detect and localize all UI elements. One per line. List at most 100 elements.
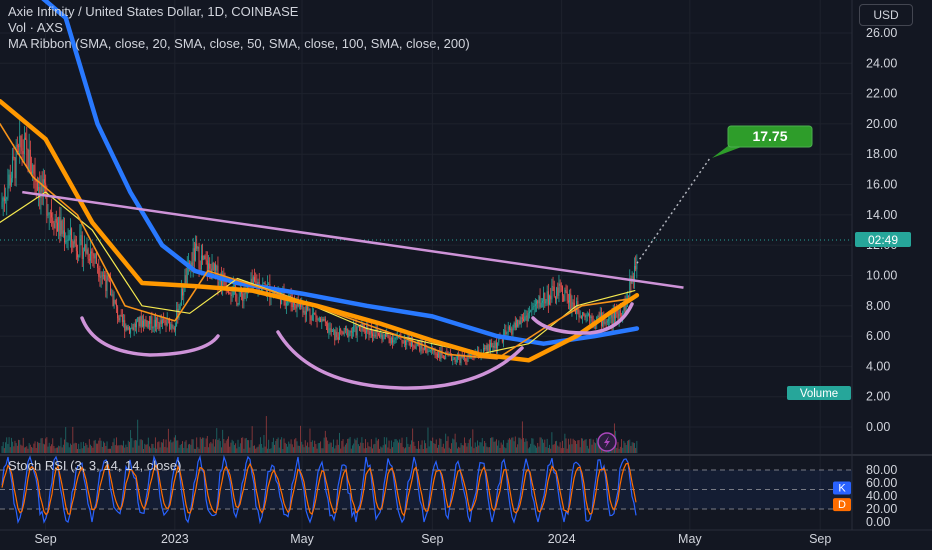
stoch-d-line xyxy=(1,462,637,517)
volume-bar xyxy=(494,441,496,453)
volume-bar xyxy=(546,438,548,453)
volume-bar xyxy=(232,441,234,453)
candle-body xyxy=(296,298,298,309)
ma-ribbon-legend[interactable]: MA Ribbon (SMA, close, 20, SMA, close, 5… xyxy=(8,36,470,51)
volume-bar xyxy=(354,438,356,453)
price-axis[interactable]: 0.002.004.006.008.0010.0012.0014.0016.00… xyxy=(787,26,911,529)
volume-bar xyxy=(493,441,495,453)
candle-body xyxy=(274,292,276,294)
candle-body xyxy=(236,294,238,305)
volume-bar xyxy=(497,445,499,453)
currency-button[interactable]: USD xyxy=(859,4,913,26)
volume-bar xyxy=(166,447,168,453)
volume-bar xyxy=(472,429,474,453)
candle-body xyxy=(156,318,158,327)
stoch-tick-label: 0.00 xyxy=(866,515,890,529)
volume-bar xyxy=(308,447,310,453)
volume-bar xyxy=(380,446,382,453)
candle-body xyxy=(85,244,87,254)
candle-body xyxy=(216,265,218,271)
volume-bar xyxy=(244,438,246,453)
candle-body xyxy=(550,295,552,300)
volume-bar xyxy=(570,438,572,453)
head-arc[interactable] xyxy=(276,330,524,390)
candle-body xyxy=(402,342,404,344)
candle-body xyxy=(415,345,417,349)
volume-bar xyxy=(558,446,560,453)
candle-body xyxy=(69,228,71,236)
candle-body xyxy=(114,299,116,304)
candle-body xyxy=(580,316,582,318)
candle-body xyxy=(31,171,32,174)
volume-bar xyxy=(578,440,580,453)
candle-body xyxy=(493,345,495,348)
candle-body xyxy=(55,218,57,223)
volume-legend[interactable]: Vol · AXS xyxy=(8,20,63,35)
candle-body xyxy=(112,294,114,307)
candle-body xyxy=(206,260,208,273)
candle-body xyxy=(146,320,148,328)
volume-bar xyxy=(434,443,436,453)
volume-bar xyxy=(339,432,340,453)
right-shoulder-arc[interactable] xyxy=(531,302,634,335)
left-shoulder-arc[interactable] xyxy=(80,316,220,357)
candle-body xyxy=(369,328,371,335)
candle-body xyxy=(497,342,499,349)
volume-bar xyxy=(554,441,556,453)
candle-body xyxy=(228,290,230,294)
candle-body xyxy=(492,345,494,348)
price-tick-label: 16.00 xyxy=(866,178,897,192)
volume-bar xyxy=(369,446,371,453)
symbol-title[interactable]: Axie Infinity / United States Dollar, 1D… xyxy=(8,4,299,19)
volume-bar xyxy=(175,435,176,453)
candle-body xyxy=(75,243,77,252)
volume-bar xyxy=(2,441,4,453)
volume-bar xyxy=(136,440,137,453)
volume-bar xyxy=(141,440,143,453)
volume-bar xyxy=(336,439,338,453)
candle-body xyxy=(73,239,75,248)
candle-body xyxy=(179,305,181,309)
volume-bar xyxy=(415,448,417,453)
candle-body xyxy=(93,255,95,259)
candle-body xyxy=(395,337,397,339)
candle-body xyxy=(16,145,18,147)
stoch-k-line xyxy=(1,454,637,525)
candle-body xyxy=(435,353,437,355)
candle-body xyxy=(172,327,174,329)
volume-bar xyxy=(313,446,314,453)
volume-bar xyxy=(234,445,235,453)
candle-body xyxy=(202,255,204,260)
volume-bar xyxy=(452,438,454,453)
candle-body xyxy=(61,220,63,234)
volume-bar xyxy=(108,448,110,453)
volume-bar xyxy=(423,440,425,453)
target-label-box[interactable] xyxy=(727,125,813,148)
projection-line[interactable] xyxy=(636,157,711,264)
stoch-rsi-legend[interactable]: Stoch RSI (3, 3, 14, 14, close) xyxy=(8,458,182,473)
candle-body xyxy=(38,186,40,191)
candle-body xyxy=(389,337,391,344)
candle-body xyxy=(127,327,129,330)
candle-body xyxy=(606,320,608,323)
volume-bar xyxy=(258,444,260,453)
candle-body xyxy=(344,328,346,330)
candle-body xyxy=(300,303,301,307)
volume-bar xyxy=(189,443,191,453)
volume-bar xyxy=(406,437,408,453)
candle-body xyxy=(530,311,532,313)
time-axis[interactable]: Sep 2023 May Sep 2024 May Sep xyxy=(34,532,831,546)
candle-body xyxy=(368,331,370,335)
volume-bar xyxy=(38,442,40,453)
volume-bar xyxy=(12,441,14,453)
neckline-trendline[interactable] xyxy=(22,190,684,289)
candle-body xyxy=(1,201,3,208)
volume-bar xyxy=(398,442,399,453)
candle-body xyxy=(474,354,476,358)
candle-body xyxy=(128,327,130,334)
candle-body xyxy=(90,251,91,261)
candle-body xyxy=(255,281,257,283)
price-tick-label: 4.00 xyxy=(866,359,890,373)
volume-bar xyxy=(462,445,464,453)
